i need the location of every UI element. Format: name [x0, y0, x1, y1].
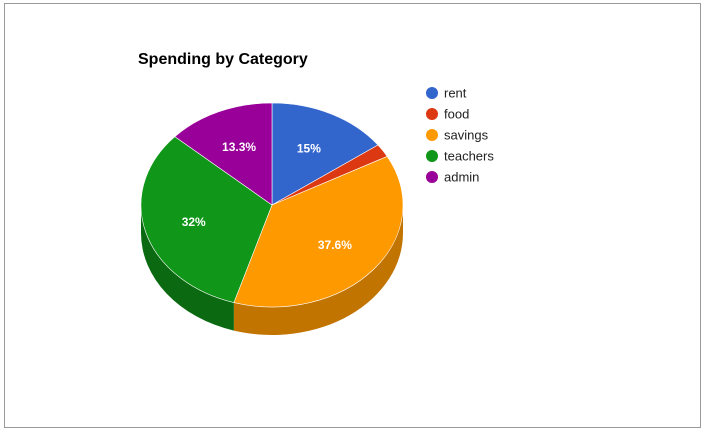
slice-label-savings: 37.6%: [318, 238, 352, 252]
pie-chart: Spending by Category 15% 37.6% 32% 13.3% re…: [138, 51, 494, 335]
legend-marker-rent: [426, 87, 438, 99]
pie-side-teachers: [141, 205, 234, 331]
legend-marker-savings: [426, 129, 438, 141]
slice-label-teachers: 32%: [182, 215, 206, 229]
legend: rent food savings teachers admin: [426, 86, 494, 185]
pie-tops: [140, 102, 404, 308]
pie-sides: [141, 205, 403, 335]
legend-label-food: food: [444, 107, 469, 122]
legend-label-teachers: teachers: [444, 149, 494, 164]
legend-label-savings: savings: [444, 128, 489, 143]
legend-label-rent: rent: [444, 86, 467, 101]
legend-label-admin: admin: [444, 170, 479, 185]
legend-marker-teachers: [426, 150, 438, 162]
pie-slice-admin[interactable]: [174, 102, 273, 206]
pie-slice-savings[interactable]: [233, 156, 404, 308]
legend-marker-admin: [426, 171, 438, 183]
pie-side-savings: [233, 205, 403, 335]
pie-slice-teachers[interactable]: [140, 136, 273, 303]
legend-marker-food: [426, 108, 438, 120]
pie-labels: 15% 37.6% 32% 13.3%: [182, 140, 353, 252]
chart-title: Spending by Category: [138, 51, 308, 68]
slice-label-rent: 15%: [297, 142, 321, 156]
chart-frame: Spending by Category 15% 37.6% 32% 13.3% re…: [4, 3, 701, 428]
pie-slice-rent[interactable]: [271, 102, 379, 206]
slice-label-admin: 13.3%: [222, 140, 256, 154]
